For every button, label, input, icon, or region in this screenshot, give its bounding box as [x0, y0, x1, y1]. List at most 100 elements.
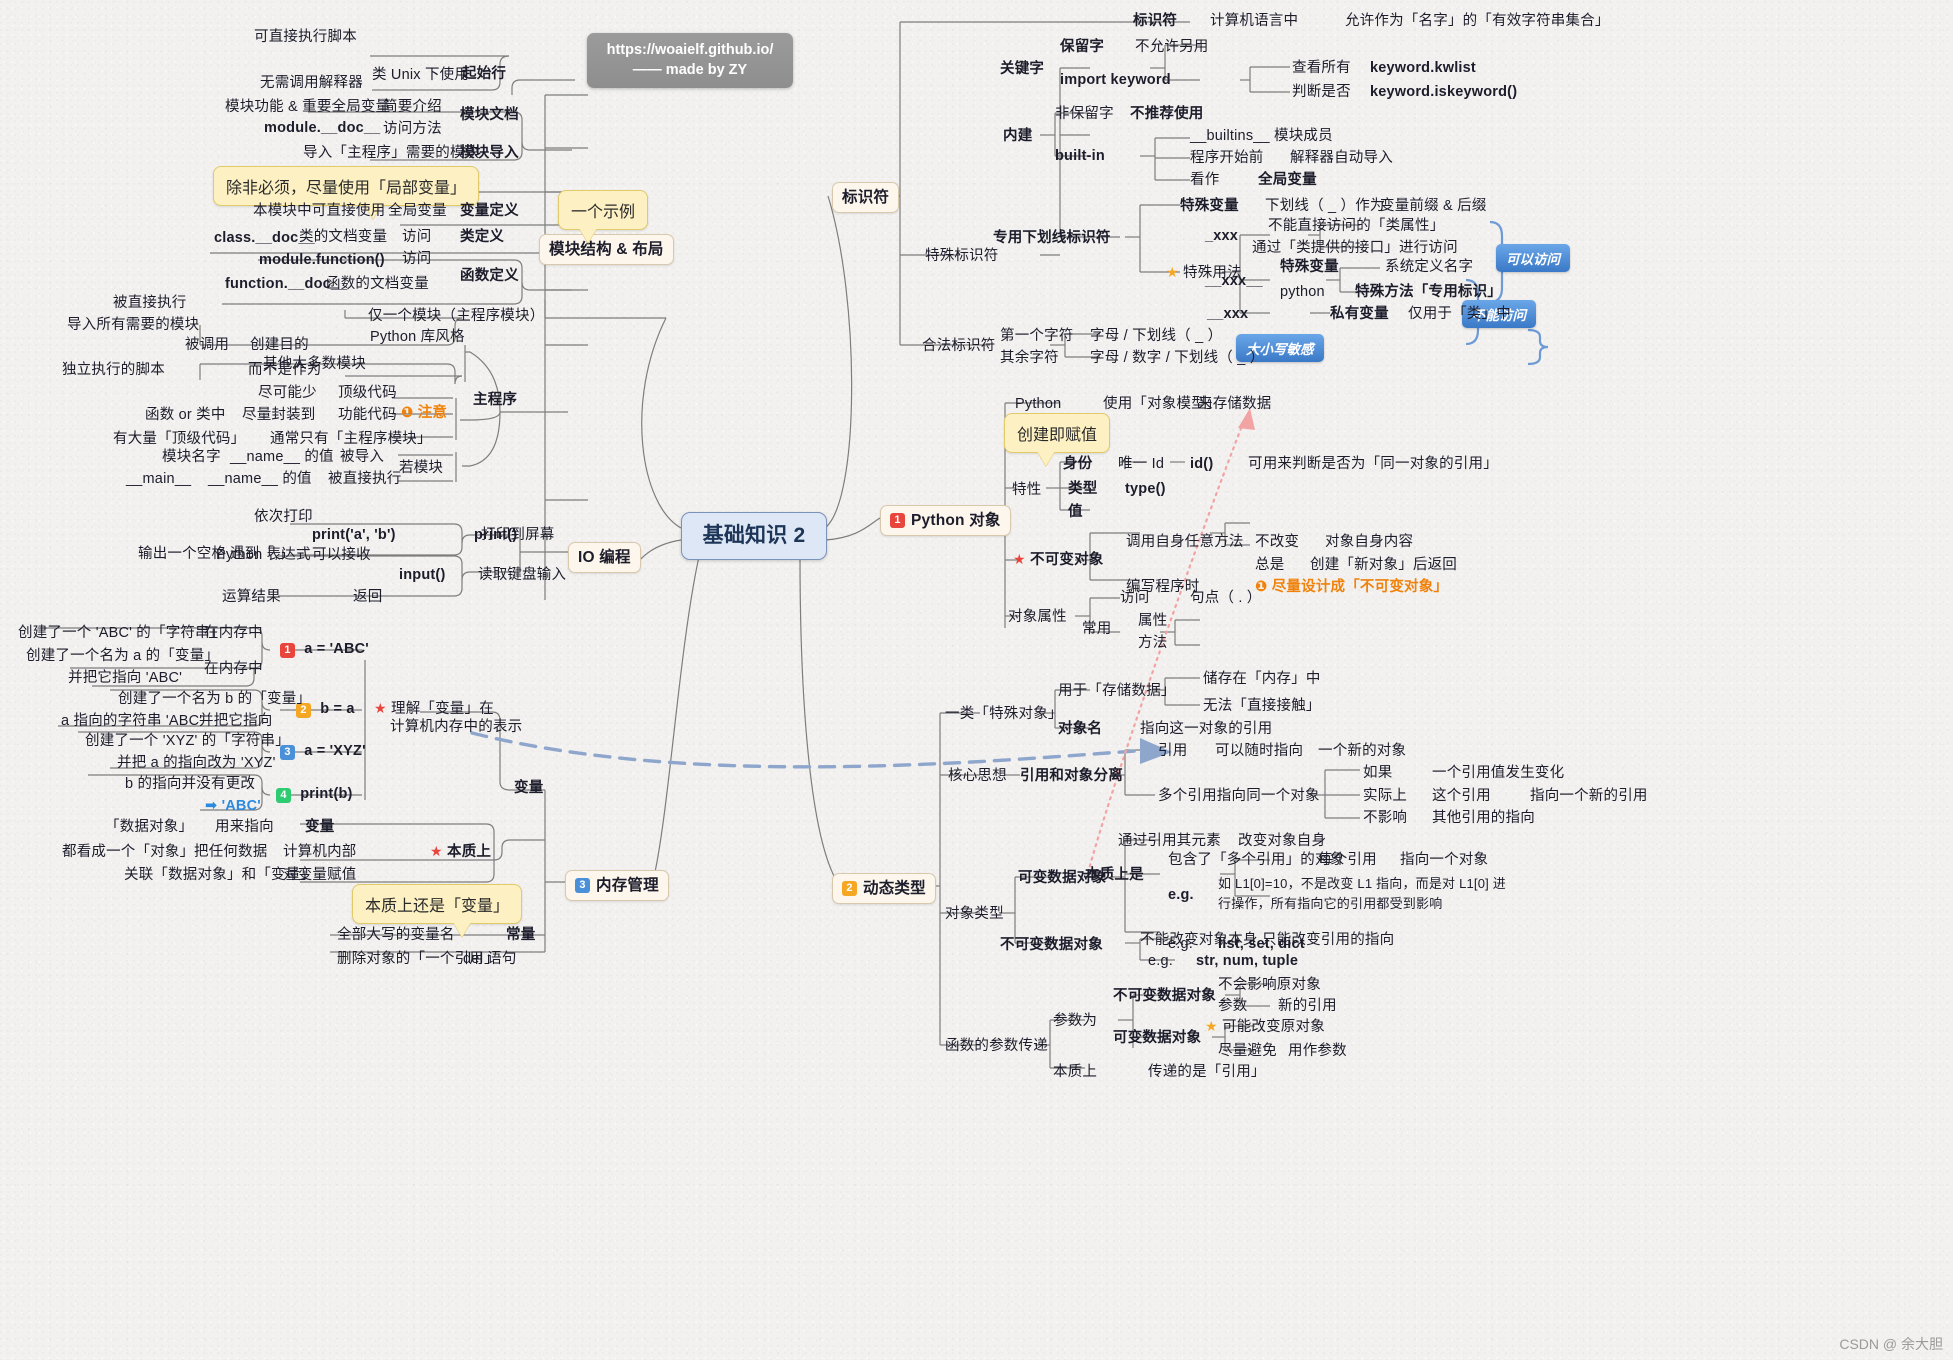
- label-builtins-members[interactable]: __builtins__ 模块成员: [1190, 128, 1333, 144]
- label-class-access[interactable]: 访问: [402, 229, 432, 245]
- label-module-import[interactable]: 模块导入: [460, 145, 519, 161]
- label-keyword-kwlist[interactable]: keyword.kwlist: [1370, 60, 1476, 76]
- label-start-line[interactable]: 起始行: [462, 66, 507, 82]
- label-param-is[interactable]: 参数为: [1053, 1013, 1098, 1029]
- label-ref-to-object[interactable]: 指向这一对象的引用: [1140, 721, 1273, 737]
- label-prefix-suffix[interactable]: 变量前缀 & 后缀: [1380, 198, 1487, 214]
- center-topic[interactable]: 基础知识 2: [681, 512, 827, 560]
- label-usually-main-module[interactable]: 通常只有「主程序模块」: [270, 431, 432, 447]
- branch-python-object[interactable]: 1 Python 对象: [880, 505, 1011, 537]
- label-only-in-class[interactable]: 仅用于「类」中: [1408, 306, 1511, 322]
- label-identity[interactable]: 身份: [1063, 456, 1093, 472]
- label-seen-as[interactable]: 看作: [1190, 172, 1220, 188]
- label-var-definition[interactable]: 变量定义: [460, 203, 519, 219]
- label-single-underscore[interactable]: _xxx: [1205, 228, 1239, 244]
- label-via-element-ref[interactable]: 通过引用其元素: [1118, 833, 1221, 849]
- label-used-to-point[interactable]: 用来指向: [215, 819, 274, 835]
- branch-identifier[interactable]: 标识符: [832, 182, 900, 214]
- label-common[interactable]: 常用: [1082, 621, 1112, 637]
- label-assign-variable[interactable]: 对变量赋值: [283, 867, 357, 883]
- label-name-value-2[interactable]: __name__ 的值: [208, 471, 312, 487]
- label-any-data[interactable]: 把任何数据: [194, 844, 268, 860]
- label-builtin[interactable]: 内建: [1003, 128, 1033, 144]
- label-special-var[interactable]: 特殊变量: [1280, 259, 1339, 275]
- label-module-function[interactable]: module.function(): [259, 252, 385, 268]
- label-type-func[interactable]: type(): [1125, 481, 1166, 497]
- label-reference[interactable]: 引用: [1158, 743, 1188, 759]
- label-essence[interactable]: ★ 本质上: [430, 843, 492, 860]
- label-main-program[interactable]: 主程序: [473, 392, 518, 408]
- label-print-sequential[interactable]: 依次打印: [254, 509, 313, 525]
- label-no-reuse[interactable]: 不允许另用: [1135, 39, 1209, 55]
- label-in-computer-language[interactable]: 计算机语言中: [1210, 13, 1299, 29]
- label-print-example[interactable]: print('a', 'b'): [312, 527, 396, 543]
- label-rest-chars[interactable]: 其余字符: [1000, 350, 1059, 366]
- label-object-own-content[interactable]: 对象自身内容: [1325, 534, 1414, 550]
- label-computer-internal[interactable]: 计算机内部: [283, 844, 357, 860]
- label-before-program-start[interactable]: 程序开始前: [1190, 150, 1264, 166]
- label-passes-reference[interactable]: 传递的是「引用」: [1148, 1064, 1266, 1080]
- label-non-reserved[interactable]: 非保留字: [1055, 106, 1114, 122]
- label-no-affect-original[interactable]: 不会影响原对象: [1218, 977, 1321, 993]
- label-stored-in-memory[interactable]: 储存在「内存」中: [1203, 671, 1321, 687]
- label-no-interpreter[interactable]: 无需调用解释器: [260, 75, 363, 91]
- label-change-self[interactable]: 改变对象自身: [1238, 833, 1327, 849]
- label-func-doc-var[interactable]: 函数的文档变量: [326, 276, 429, 292]
- label-mutable-example-line1[interactable]: 如 L1[0]=10，不是改变 L1 指向，而是对 L1[0] 进: [1218, 876, 1506, 891]
- label-special-usage[interactable]: ★ 特殊用法: [1166, 264, 1242, 281]
- label-dot-operator[interactable]: 句点（ . ）: [1190, 590, 1262, 606]
- label-b-unchanged[interactable]: b 的指向并没有更改: [125, 776, 256, 792]
- label-underscore-as[interactable]: 下划线（ _ ）作为: [1265, 198, 1385, 214]
- label-access-method[interactable]: 访问方法: [383, 121, 442, 137]
- label-delete-one-ref[interactable]: 删除对象的「一个引用」: [337, 951, 499, 967]
- label-module-doc[interactable]: 模块文档: [460, 107, 519, 123]
- label-in-memory-2[interactable]: 在内存中: [204, 661, 263, 677]
- label-as-parameter[interactable]: 用作参数: [1288, 1043, 1347, 1059]
- label-module-doc-attr[interactable]: module.__doc__: [264, 120, 381, 136]
- label-private-variable[interactable]: 私有变量: [1330, 306, 1389, 322]
- label-avoid-as-param[interactable]: 尽量避免: [1218, 1043, 1277, 1059]
- label-identifier-title[interactable]: 标识符: [1133, 13, 1178, 29]
- label-reserved-word[interactable]: 保留字: [1060, 39, 1105, 55]
- label-constant[interactable]: 常量: [506, 927, 536, 943]
- label-param-passing[interactable]: 函数的参数传递: [945, 1038, 1048, 1054]
- label-eg-mutable-2[interactable]: e.g.: [1168, 936, 1193, 952]
- label-in-memory-1[interactable]: 在内存中: [204, 625, 263, 641]
- label-mutable-example-line2[interactable]: 行操作，所有指向它的引用都受到影响: [1218, 896, 1443, 911]
- label-no-change[interactable]: 不改变: [1255, 534, 1300, 550]
- label-dunder-main[interactable]: __main__: [126, 471, 192, 487]
- label-param-immutable[interactable]: 不可变数据对象: [1113, 988, 1216, 1004]
- label-python-expression[interactable]: Python 表达式: [216, 547, 311, 563]
- label-unix-usage[interactable]: 类 Unix 下使用: [372, 67, 470, 83]
- label-for-storing-data[interactable]: 用于「存储数据」: [1058, 683, 1176, 699]
- label-print-to-screen[interactable]: 打印到屏幕: [481, 527, 555, 543]
- label-list-all[interactable]: 查看所有: [1292, 60, 1351, 76]
- label-attr-access[interactable]: 访问: [1120, 590, 1150, 606]
- label-when-writing[interactable]: 编写程序时: [1126, 579, 1200, 595]
- label-encapsulate[interactable]: 尽量封装到: [242, 407, 316, 423]
- label-letter-underscore[interactable]: 字母 / 下划线（ _ ）: [1090, 328, 1223, 344]
- label-lots-top-level-code[interactable]: 有大量「顶级代码」: [113, 431, 246, 447]
- label-print-comma[interactable]: 遇到「,」: [230, 546, 294, 562]
- label-private-class-attr[interactable]: 不能直接访问的「类属性」: [1268, 218, 1445, 234]
- label-global-variable[interactable]: 全局变量: [388, 203, 447, 219]
- label-associate-object-var[interactable]: 关联「数据对象」和「变量」: [124, 867, 316, 883]
- label-called[interactable]: 被调用: [185, 337, 230, 353]
- label-value[interactable]: 值: [1068, 504, 1083, 520]
- label-as-little-as-possible[interactable]: 尽可能少: [258, 385, 317, 401]
- label-may-change-original[interactable]: ★ 可能改变原对象: [1205, 1018, 1325, 1035]
- label-create-var-a[interactable]: 创建了一个名为 a 的「变量」: [26, 648, 220, 664]
- label-input-return[interactable]: 返回: [353, 589, 383, 605]
- label-global-var-builtin[interactable]: 全局变量: [1258, 172, 1317, 188]
- label-imported[interactable]: 被导入: [340, 449, 385, 465]
- label-object-types[interactable]: 对象类型: [945, 906, 1004, 922]
- label-function-doc-attr[interactable]: function.__doc__: [225, 276, 348, 292]
- label-other-refs[interactable]: 其他引用的指向: [1432, 810, 1535, 826]
- branch-io[interactable]: IO 编程: [568, 542, 641, 574]
- label-contains-multi-refs[interactable]: 包含了「多个引用」的对象: [1168, 852, 1345, 868]
- label-same-object-ref[interactable]: 可用来判断是否为「同一对象的引用」: [1248, 456, 1498, 472]
- label-create-var-b[interactable]: 创建了一个名为 b 的「变量」: [118, 691, 312, 707]
- label-import-main-modules[interactable]: 导入「主程序」需要的模块: [303, 145, 480, 161]
- label-new-object[interactable]: 一个新的对象: [1318, 743, 1407, 759]
- label-attention[interactable]: ❶ 注意: [401, 405, 448, 421]
